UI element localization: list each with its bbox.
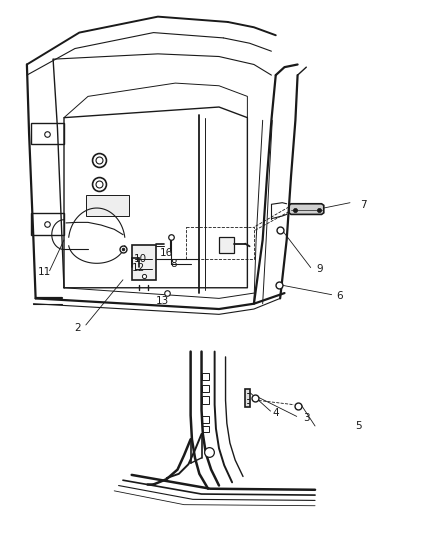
Text: 3: 3	[303, 413, 310, 423]
Text: 6: 6	[336, 290, 343, 301]
Polygon shape	[289, 204, 324, 214]
Text: 4: 4	[272, 408, 279, 418]
Polygon shape	[202, 384, 209, 392]
Polygon shape	[219, 237, 234, 253]
Text: 9: 9	[316, 264, 323, 274]
Polygon shape	[202, 426, 209, 432]
Polygon shape	[202, 416, 209, 423]
Polygon shape	[31, 123, 64, 144]
Text: 11: 11	[38, 267, 51, 277]
Text: 2: 2	[74, 322, 81, 333]
Text: 12: 12	[131, 263, 145, 272]
Polygon shape	[202, 396, 209, 403]
Polygon shape	[245, 389, 251, 407]
Polygon shape	[132, 245, 155, 280]
Text: 5: 5	[355, 421, 362, 431]
Text: 16: 16	[160, 248, 173, 258]
Text: 13: 13	[155, 296, 169, 306]
Text: 8: 8	[170, 259, 177, 269]
Text: 7: 7	[360, 200, 367, 211]
Polygon shape	[86, 195, 130, 216]
Text: 10: 10	[134, 254, 147, 263]
Polygon shape	[202, 373, 209, 380]
Polygon shape	[31, 213, 64, 235]
